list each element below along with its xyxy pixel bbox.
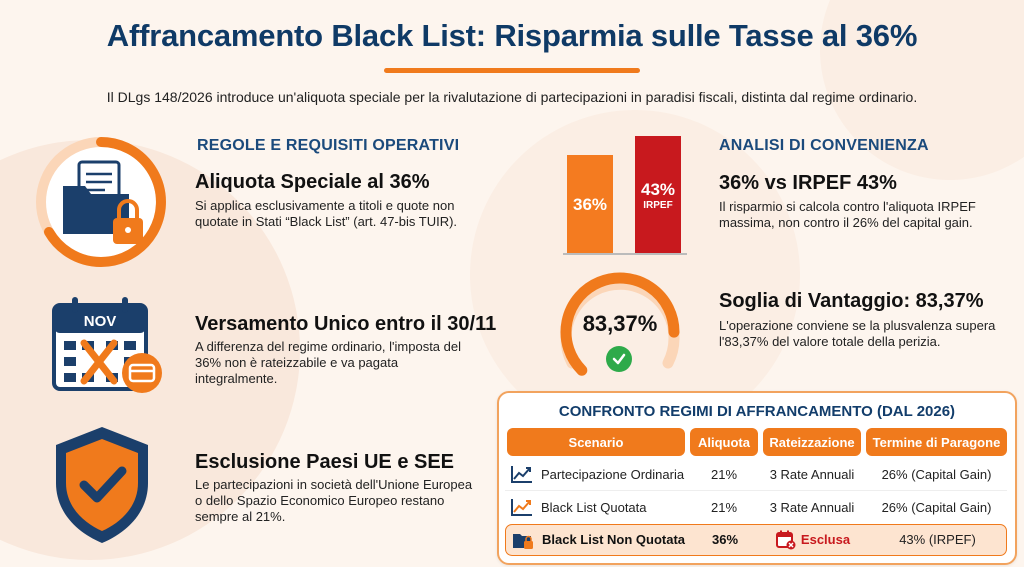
table-row: Partecipazione Ordinaria 21% 3 Rate Annu… <box>505 459 1007 489</box>
table-title: CONFRONTO REGIMI DI AFFRANCAMENTO (DAL 2… <box>558 403 956 420</box>
calendar-cancel-icon <box>775 530 796 550</box>
col-header-scenario: Scenario <box>507 428 685 456</box>
compare-title: 36% vs IRPEF 43% <box>719 172 897 194</box>
row-divider <box>505 490 1007 491</box>
row-rateizzazione: 3 Rate Annuali <box>769 466 855 482</box>
rule-2-title: Versamento Unico entro il 30/11 <box>195 313 497 335</box>
folder-lock-icon <box>510 525 536 554</box>
row-rateizzazione: 3 Rate Annuali <box>769 499 855 515</box>
chart-baseline <box>563 253 687 255</box>
gauge-value: 83,37% <box>582 311 658 336</box>
rule-3-text: Le partecipazioni in società dell'Unione… <box>195 477 473 524</box>
threshold-text: L'operazione conviene se la plusvalenza … <box>719 318 996 349</box>
title-underline <box>384 68 640 73</box>
rule-3-title: Esclusione Paesi UE e SEE <box>195 451 455 473</box>
row-scenario: Black List Quotata <box>541 499 647 515</box>
rule-1-title: Aliquota Speciale al 36% <box>195 171 430 193</box>
bar-36: 36% <box>567 155 613 254</box>
folder-lock-icon <box>33 134 169 270</box>
row-aliquota: 21% <box>710 466 738 482</box>
threshold-title: Soglia di Vantaggio: 83,37% <box>719 290 984 312</box>
row-scenario: Black List Non Quotata <box>542 532 686 547</box>
intro-text: Il DLgs 148/2026 introduce un'aliquota s… <box>106 89 918 105</box>
rule-2-text: A differenza del regime ordinario, l'imp… <box>195 339 461 386</box>
row-termine: 26% (Capital Gain) <box>881 466 992 482</box>
row-termine: 26% (Capital Gain) <box>881 499 992 515</box>
row-scenario: Partecipazione Ordinaria <box>541 466 685 482</box>
row-rateizzazione-label: Esclusa <box>800 532 851 547</box>
bar-43-sublabel: IRPEF <box>643 199 673 211</box>
compare-text: Il risparmio si calcola contro l'aliquot… <box>719 199 976 230</box>
row-aliquota: 21% <box>710 499 738 515</box>
trend-chart-icon <box>509 492 535 522</box>
shield-check-icon <box>52 425 152 545</box>
threshold-gauge: 83,37% <box>555 263 685 378</box>
rate-bar-chart: 36% 43% IRPEF <box>563 136 687 255</box>
rules-heading: REGOLE E REQUISITI OPERATIVI <box>197 137 460 154</box>
row-termine: 43% (IRPEF) <box>899 532 976 547</box>
col-header-termine: Termine di Paragone <box>866 428 1007 456</box>
bar-43: 43% IRPEF <box>635 136 681 254</box>
table-row: Black List Quotata 21% 3 Rate Annuali 26… <box>505 492 1007 522</box>
row-rateizzazione: Esclusa <box>764 525 862 554</box>
bar-36-label: 36% <box>572 194 608 214</box>
trend-chart-icon <box>509 459 535 489</box>
rule-1-text: Si applica esclusivamente a titoli e quo… <box>195 198 458 229</box>
analysis-heading: ANALISI DI CONVENIENZA <box>719 137 929 154</box>
gauge-progress-arc <box>560 272 680 376</box>
check-circle-icon <box>606 346 632 372</box>
page-title: Affrancamento Black List: Risparmia sull… <box>106 18 918 53</box>
comparison-table-card: CONFRONTO REGIMI DI AFFRANCAMENTO (DAL 2… <box>497 391 1017 565</box>
calendar-month-label: NOV <box>84 313 117 330</box>
table-row-highlighted: Black List Non Quotata 36% Esclusa 43% (… <box>505 524 1007 556</box>
col-header-aliquota: Aliquota <box>690 428 758 456</box>
row-aliquota: 36% <box>711 532 739 547</box>
col-header-rateizzazione: Rateizzazione <box>763 428 861 456</box>
calendar-card-icon: NOV <box>50 295 165 400</box>
bar-43-label: 43% <box>640 179 676 199</box>
